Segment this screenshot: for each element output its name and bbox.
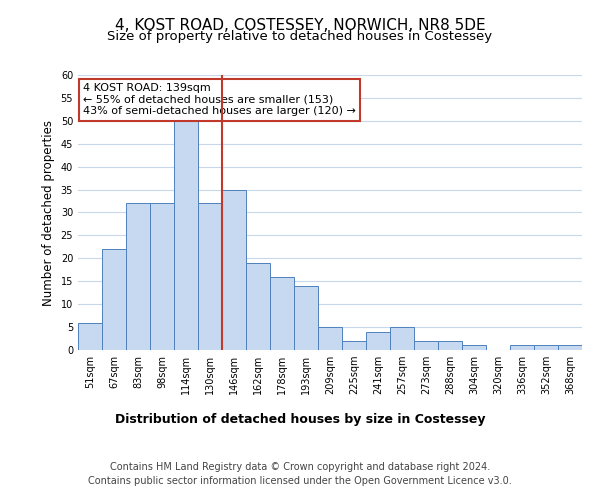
Bar bbox=[126, 204, 150, 350]
Text: Contains public sector information licensed under the Open Government Licence v3: Contains public sector information licen… bbox=[88, 476, 512, 486]
Bar bbox=[510, 346, 534, 350]
Bar bbox=[366, 332, 390, 350]
Bar bbox=[174, 121, 198, 350]
Bar bbox=[222, 190, 246, 350]
Bar bbox=[294, 286, 318, 350]
Bar bbox=[534, 346, 558, 350]
Bar bbox=[438, 341, 462, 350]
Bar bbox=[246, 263, 270, 350]
Bar bbox=[150, 204, 174, 350]
Bar bbox=[318, 327, 342, 350]
Bar bbox=[78, 322, 102, 350]
Bar bbox=[414, 341, 438, 350]
Bar bbox=[198, 204, 222, 350]
Text: 4, KOST ROAD, COSTESSEY, NORWICH, NR8 5DE: 4, KOST ROAD, COSTESSEY, NORWICH, NR8 5D… bbox=[115, 18, 485, 32]
Text: Distribution of detached houses by size in Costessey: Distribution of detached houses by size … bbox=[115, 412, 485, 426]
Text: Size of property relative to detached houses in Costessey: Size of property relative to detached ho… bbox=[107, 30, 493, 43]
Y-axis label: Number of detached properties: Number of detached properties bbox=[42, 120, 55, 306]
Bar bbox=[102, 249, 126, 350]
Bar bbox=[390, 327, 414, 350]
Bar bbox=[558, 346, 582, 350]
Text: 4 KOST ROAD: 139sqm
← 55% of detached houses are smaller (153)
43% of semi-detac: 4 KOST ROAD: 139sqm ← 55% of detached ho… bbox=[83, 83, 356, 116]
Bar bbox=[462, 346, 486, 350]
Bar bbox=[342, 341, 366, 350]
Bar bbox=[270, 276, 294, 350]
Text: Contains HM Land Registry data © Crown copyright and database right 2024.: Contains HM Land Registry data © Crown c… bbox=[110, 462, 490, 472]
